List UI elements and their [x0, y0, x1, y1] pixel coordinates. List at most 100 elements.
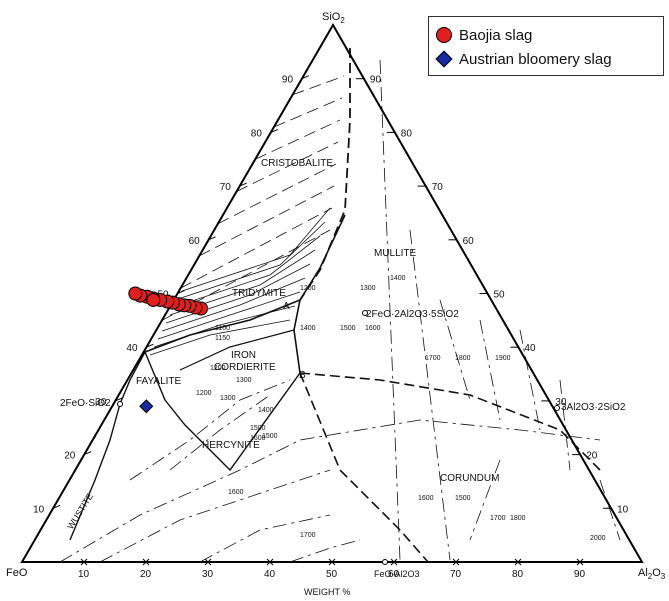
phase-wustite: WUSTITE	[65, 491, 95, 531]
bottom-tick	[142, 558, 150, 566]
legend-item-baojia: Baojia slag	[429, 23, 663, 47]
left-tick	[115, 397, 123, 402]
isotherm-label: 1200	[210, 365, 226, 372]
right-tick-label: 70	[432, 182, 444, 193]
isotherm-label: 1500	[250, 425, 266, 432]
blue-diamond-icon	[435, 50, 453, 68]
bottom-tick-label: 90	[574, 569, 586, 580]
boundary-line	[299, 372, 429, 563]
bottom-tick	[576, 558, 584, 566]
bottom-tick-label: 20	[140, 569, 152, 580]
right-tick-label: 60	[463, 236, 475, 247]
phase-iron: IRON	[231, 350, 256, 361]
boundary-line	[149, 319, 291, 356]
isotherm-label: 1100	[215, 325, 230, 332]
left-tick-label: 80	[251, 128, 263, 139]
boundary-line	[299, 372, 601, 471]
isotherm-label: 1500	[340, 325, 356, 332]
isotherm-label: 1700	[490, 515, 506, 522]
legend-item-austrian: Austrian bloomery slag	[429, 47, 663, 71]
boundary-line	[177, 221, 326, 300]
baojia-point	[146, 292, 161, 307]
vertex-feo-label: FeO	[6, 567, 28, 579]
right-tick-label: 80	[401, 128, 413, 139]
phase-fayalite: FAYALITE	[136, 376, 182, 387]
baojia-point	[128, 286, 143, 301]
boundary-line	[179, 329, 295, 371]
boundary-line	[199, 185, 335, 257]
boundary-line	[59, 419, 601, 563]
isotherm-label: 1300	[236, 377, 252, 384]
isotherm-label: 1500	[262, 433, 278, 440]
boundary-line	[599, 479, 621, 541]
isotherm-label: 1600	[250, 435, 266, 442]
isotherm-label: 2000	[590, 535, 606, 542]
isotherm-label: 1400	[258, 407, 274, 414]
boundary-line	[129, 379, 291, 481]
compound-mullite-marker	[554, 405, 560, 411]
isotherm-label: 1700	[300, 532, 316, 539]
boundary-line	[379, 59, 401, 561]
boundary-line	[409, 229, 451, 561]
bottom-tick-label: 10	[78, 569, 90, 580]
isotherm-label: 1300	[220, 395, 236, 402]
bottom-tick	[328, 558, 336, 566]
vertex-al2o3-label: Al2O3	[638, 567, 666, 581]
data-markers	[128, 286, 209, 414]
isotherm-label: 1700	[425, 355, 441, 362]
isotherm-label: 1200	[300, 285, 316, 292]
left-tick	[52, 504, 61, 509]
right-tick-label: 30	[555, 397, 567, 408]
boundary-line	[153, 305, 296, 348]
bottom-tick	[204, 558, 212, 566]
boundary-line	[236, 141, 339, 192]
isotherm-label: 1500	[455, 495, 471, 502]
left-tick-label: 40	[126, 343, 138, 354]
isotherm-label: 1200	[196, 390, 212, 397]
isotherm-label: 1600	[228, 489, 244, 496]
compound-hercynite: FeO·Al2O3	[374, 569, 420, 579]
boundary-line	[439, 299, 471, 401]
bottom-tick	[80, 558, 88, 566]
left-tick-label: 30	[95, 397, 107, 408]
boundary-line	[161, 229, 331, 321]
isotherm-label: 1400	[300, 325, 316, 332]
isotherm-label: 1600	[365, 325, 381, 332]
compound-fayalite: 2FeO·SiO2	[60, 398, 111, 409]
boundary-line	[255, 119, 341, 160]
axis-ticks: 10 20 30 40 50 60 70 80 90 10 20 30 40 50 60 70 80 90 90 80…	[33, 75, 629, 580]
axis-title: WEIGHT %	[304, 587, 350, 597]
phase-hercynite: HERCYNITE	[202, 440, 260, 451]
phase-corundum: CORUNDUM	[440, 473, 499, 484]
left-tick	[270, 128, 278, 133]
left-tick	[84, 451, 92, 456]
boundary-line	[69, 403, 121, 541]
legend-label: Baojia slag	[459, 26, 533, 44]
bottom-tick-label: 50	[326, 569, 338, 580]
bottom-tick	[514, 558, 522, 566]
boundary-line	[199, 514, 331, 563]
left-tick	[301, 75, 310, 80]
boundary-line	[519, 329, 541, 431]
boundary-line	[173, 235, 321, 308]
boundary-line	[293, 299, 301, 374]
point-b-label: B	[299, 370, 306, 381]
boundary-line	[181, 207, 331, 292]
boundary-line	[169, 394, 271, 471]
phase-boundary-lines	[59, 48, 621, 563]
ternary-triangle	[20, 22, 644, 563]
bottom-tick-label: 40	[264, 569, 276, 580]
isotherm-label: 1150	[215, 335, 230, 342]
bottom-tick	[390, 558, 398, 566]
boundary-line	[119, 351, 146, 405]
boundary-line	[289, 539, 361, 563]
isotherm-label: 1900	[495, 355, 511, 362]
phase-cordierite: CORDIERITE	[214, 362, 276, 373]
triangle-outline	[20, 22, 644, 563]
isotherm-label: 1300	[360, 285, 376, 292]
boundary-line	[559, 379, 571, 471]
phase-tridymite: TRIDYMITE	[232, 288, 286, 299]
red-circle-icon	[436, 27, 452, 43]
